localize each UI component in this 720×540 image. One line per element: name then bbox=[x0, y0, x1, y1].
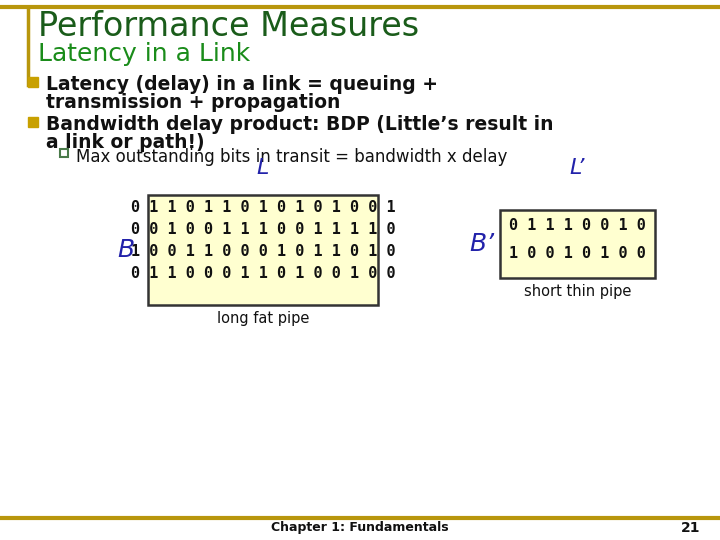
Text: a link or path!): a link or path!) bbox=[46, 133, 204, 152]
Text: 21: 21 bbox=[680, 521, 700, 535]
Text: 1 0 0 1 1 0 0 0 1 0 1 1 0 1 0: 1 0 0 1 1 0 0 0 1 0 1 1 0 1 0 bbox=[131, 244, 395, 259]
Text: Chapter 1: Fundamentals: Chapter 1: Fundamentals bbox=[271, 522, 449, 535]
Text: 0 1 1 0 1 1 0 1 0 1 0 1 0 0 1: 0 1 1 0 1 1 0 1 0 1 0 1 0 0 1 bbox=[131, 200, 395, 215]
Text: long fat pipe: long fat pipe bbox=[217, 311, 309, 326]
Text: 0 1 1 0 0 0 1 1 0 1 0 0 1 0 0: 0 1 1 0 0 0 1 1 0 1 0 0 1 0 0 bbox=[131, 266, 395, 281]
Text: short thin pipe: short thin pipe bbox=[524, 284, 631, 299]
Text: B: B bbox=[117, 238, 135, 262]
Text: Latency (delay) in a link = queuing +: Latency (delay) in a link = queuing + bbox=[46, 75, 438, 94]
FancyBboxPatch shape bbox=[148, 195, 378, 305]
Text: Max outstanding bits in transit = bandwidth x delay: Max outstanding bits in transit = bandwi… bbox=[76, 148, 508, 166]
Text: Latency in a Link: Latency in a Link bbox=[38, 42, 251, 66]
Text: Bandwidth delay product: BDP (Little’s result in: Bandwidth delay product: BDP (Little’s r… bbox=[46, 115, 554, 134]
Text: Performance Measures: Performance Measures bbox=[38, 10, 419, 43]
Bar bbox=[60, 149, 68, 157]
Text: L’: L’ bbox=[570, 158, 585, 178]
Text: L: L bbox=[257, 158, 269, 178]
Text: 0 0 1 0 0 1 1 1 0 0 1 1 1 1 0: 0 0 1 0 0 1 1 1 0 0 1 1 1 1 0 bbox=[131, 222, 395, 237]
FancyBboxPatch shape bbox=[500, 210, 655, 278]
Text: 1 0 0 1 0 1 0 0: 1 0 0 1 0 1 0 0 bbox=[509, 246, 646, 261]
Text: 0 1 1 1 0 0 1 0: 0 1 1 1 0 0 1 0 bbox=[509, 218, 646, 233]
Bar bbox=[28, 117, 38, 127]
Text: transmission + propagation: transmission + propagation bbox=[46, 93, 341, 112]
Text: B’: B’ bbox=[469, 232, 495, 256]
Bar bbox=[28, 77, 38, 87]
